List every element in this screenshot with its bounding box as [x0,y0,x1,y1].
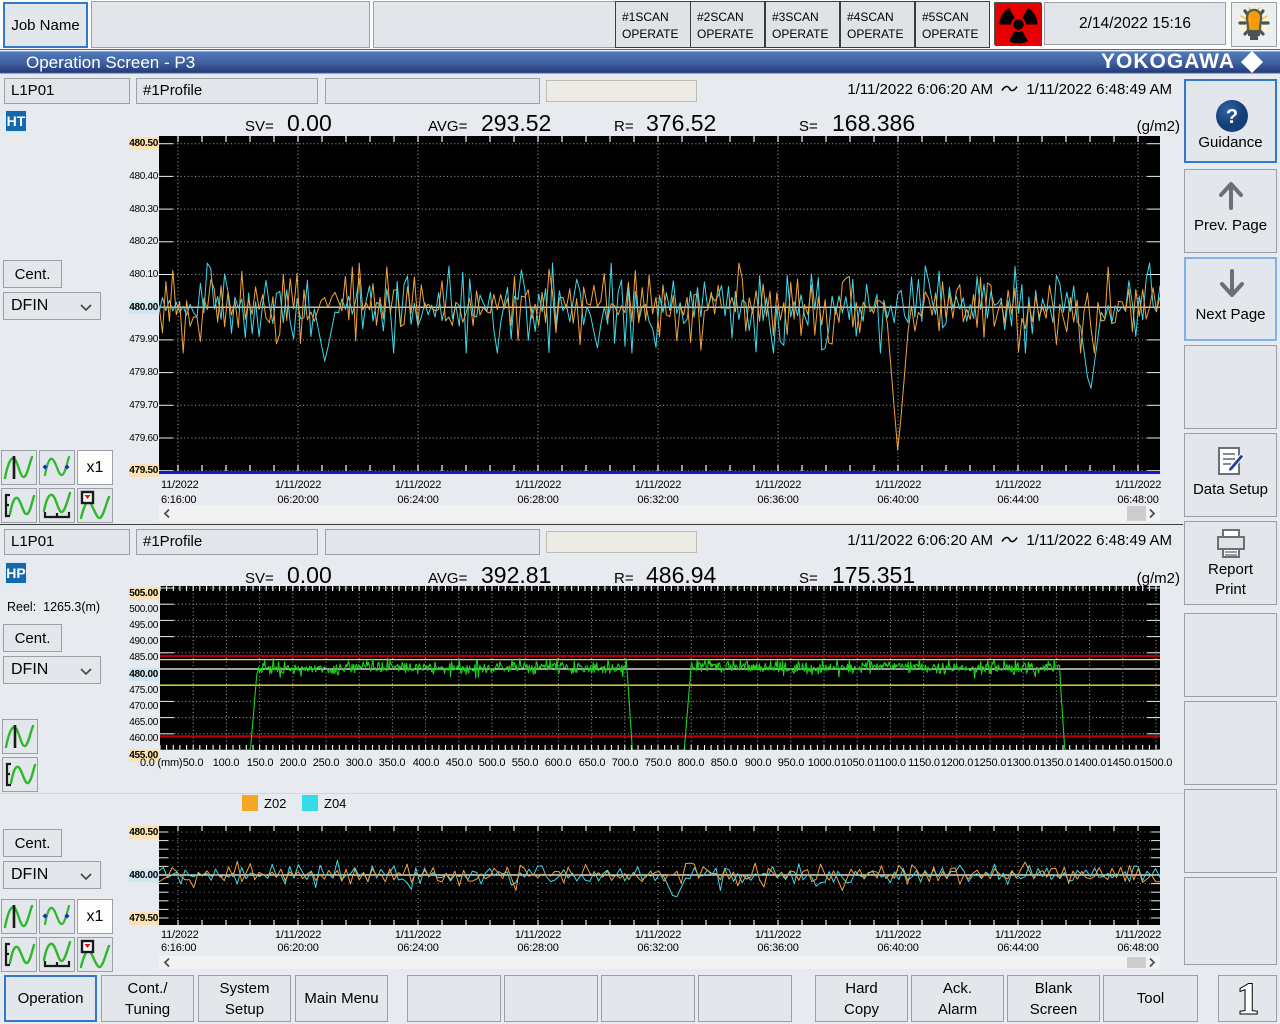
svg-text:1: 1 [1237,977,1259,1021]
svg-text:?: ? [1226,106,1238,128]
